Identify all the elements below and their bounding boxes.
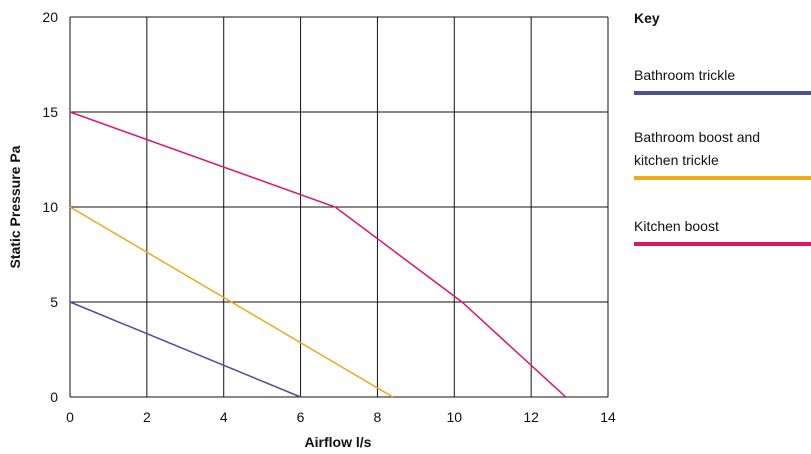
legend-label: Kitchen boost <box>634 218 719 234</box>
legend-swatch <box>634 242 811 246</box>
x-tick-label: 14 <box>600 409 616 425</box>
grid <box>69 16 609 398</box>
y-tick-label: 20 <box>42 9 58 25</box>
x-tick-label: 6 <box>297 409 305 425</box>
tick-labels: 0 2 4 6 8 10 12 14 0 5 10 15 20 <box>42 9 616 425</box>
airflow-pressure-chart: 0 2 4 6 8 10 12 14 0 5 10 15 20 Airflow l/s Static P… <box>7 9 616 450</box>
series-line-bathroom-trickle <box>69 301 301 398</box>
series-line-kitchen-boost <box>69 111 567 398</box>
x-tick-label: 4 <box>220 409 228 425</box>
legend-item-bathroom-trickle: Bathroom trickle <box>634 64 811 95</box>
y-tick-label: 10 <box>42 199 58 215</box>
legend-item-kitchen-boost: Kitchen boost <box>634 215 811 246</box>
x-tick-label: 12 <box>523 409 539 425</box>
y-axis-title: Static Pressure Pa <box>7 145 23 268</box>
x-tick-label: 2 <box>143 409 151 425</box>
y-tick-label: 5 <box>50 294 58 310</box>
legend: Key Bathroom trickle Bathroom boost and … <box>634 10 811 246</box>
y-tick-label: 15 <box>42 104 58 120</box>
x-tick-label: 8 <box>374 409 382 425</box>
legend-label: Bathroom trickle <box>634 67 736 83</box>
series-line-bathroom-boost-and-kitchen-trickle <box>69 206 394 398</box>
x-tick-label: 10 <box>446 409 462 425</box>
series-lines <box>69 111 567 398</box>
legend-swatch <box>634 91 811 95</box>
legend-swatch <box>634 176 811 180</box>
legend-title: Key <box>634 10 660 26</box>
legend-item-bathroom-boost-kitchen-trickle: Bathroom boost and kitchen trickle <box>634 126 811 180</box>
legend-label: Bathroom boost and kitchen trickle <box>634 129 761 168</box>
x-axis-title: Airflow l/s <box>305 434 372 450</box>
y-tick-label: 0 <box>50 389 58 405</box>
x-tick-label: 0 <box>66 409 74 425</box>
